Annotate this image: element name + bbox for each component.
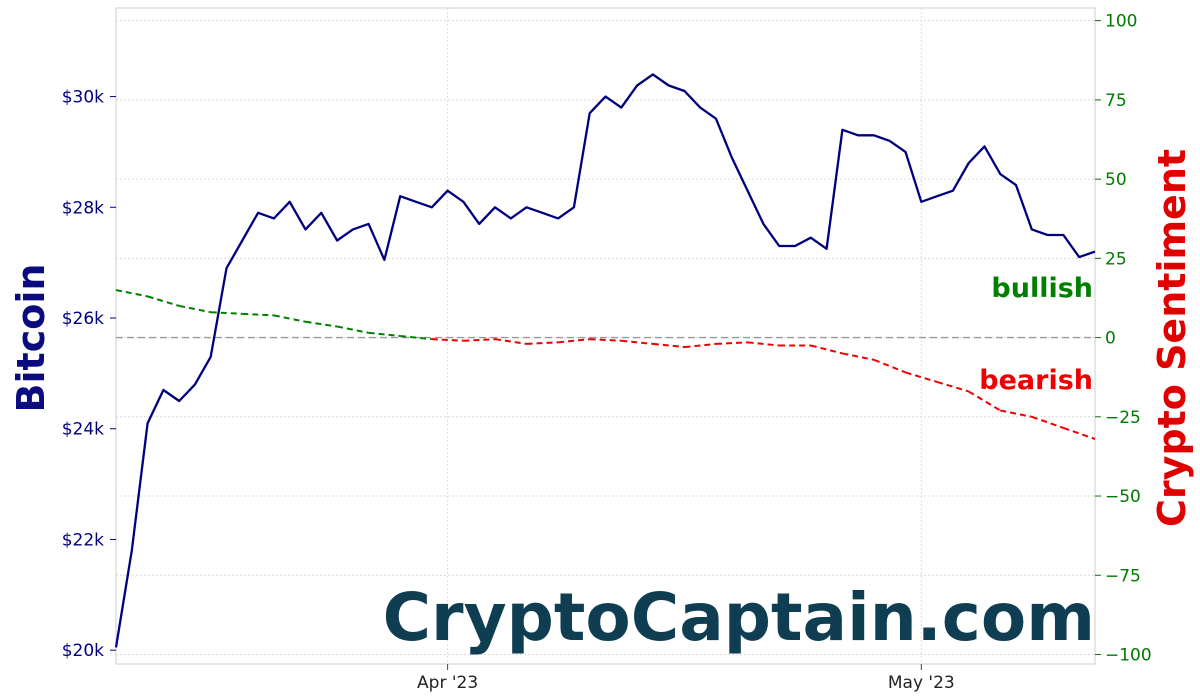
left-axis-title: Bitcoin <box>9 264 53 413</box>
watermark: CryptoCaptain.com <box>383 579 1095 656</box>
left-tick-label: $22k <box>62 530 104 550</box>
sentiment-segment <box>1000 409 1033 418</box>
sentiment-segment <box>684 342 717 349</box>
right-tick-label: 100 <box>1105 12 1137 32</box>
sentiment-segment <box>589 338 622 342</box>
sentiment-segment <box>526 341 559 345</box>
left-axis-ticks: $20k $22k $24k $26k $28k $30k <box>62 88 116 661</box>
sentiment-segment <box>242 312 274 317</box>
sentiment-segment <box>115 289 148 298</box>
sentiment-segment <box>305 320 338 328</box>
right-axis-title: Crypto Sentiment <box>1150 149 1194 527</box>
right-tick-label: 50 <box>1105 170 1127 190</box>
sentiment-segment <box>1031 415 1064 429</box>
right-tick-label: 0 <box>1105 329 1116 349</box>
sentiment-segment <box>463 338 496 342</box>
plot-frame <box>115 7 1096 665</box>
left-tick-label: $20k <box>62 641 104 661</box>
bullish-label: bullish <box>991 273 1093 304</box>
x-tick-label: May '23 <box>888 673 955 693</box>
sentiment-segment <box>873 358 906 374</box>
sentiment-segment <box>400 335 432 341</box>
x-axis-ticks: Apr '23 May '23 <box>417 664 955 693</box>
left-tick-label: $26k <box>62 309 104 329</box>
sentiment-segment <box>652 342 685 349</box>
right-tick-label: 25 <box>1105 249 1127 269</box>
sentiment-segment <box>936 380 969 393</box>
right-tick-label: −100 <box>1105 645 1152 665</box>
sentiment-segment <box>905 371 938 383</box>
sentiment-segment <box>1063 426 1096 440</box>
right-tick-label: −50 <box>1105 487 1141 507</box>
sentiment-segment <box>178 304 211 314</box>
right-tick-label: −25 <box>1105 408 1141 428</box>
bearish-label: bearish <box>979 365 1093 396</box>
sentiment-segment <box>810 344 843 355</box>
sentiment-segment <box>273 314 306 323</box>
sentiment-segment <box>558 338 590 344</box>
sentiment-segment <box>210 311 243 315</box>
sentiment-segment <box>494 338 527 345</box>
sentiment-segment <box>621 339 653 345</box>
right-tick-label: −75 <box>1105 566 1141 586</box>
bitcoin-price-line <box>114 73 1096 648</box>
sentiment-segment <box>715 341 748 345</box>
left-tick-label: $28k <box>62 198 104 218</box>
sentiment-segment <box>968 390 1001 412</box>
left-tick-label: $24k <box>62 420 104 440</box>
sentiment-segment <box>431 338 464 342</box>
sentiment-segment <box>368 331 401 337</box>
sentiment-segment <box>336 325 369 334</box>
left-tick-label: $30k <box>62 88 104 108</box>
right-axis-ticks: 100 75 50 25 0 −25 −50 −75 −100 <box>1095 12 1152 665</box>
sentiment-segment <box>842 352 875 361</box>
sentiment-segment <box>747 341 780 347</box>
x-tick-label: Apr '23 <box>417 673 478 693</box>
right-tick-label: 75 <box>1105 91 1127 111</box>
sentiment-series <box>115 289 1096 440</box>
sentiment-segment <box>147 295 180 307</box>
